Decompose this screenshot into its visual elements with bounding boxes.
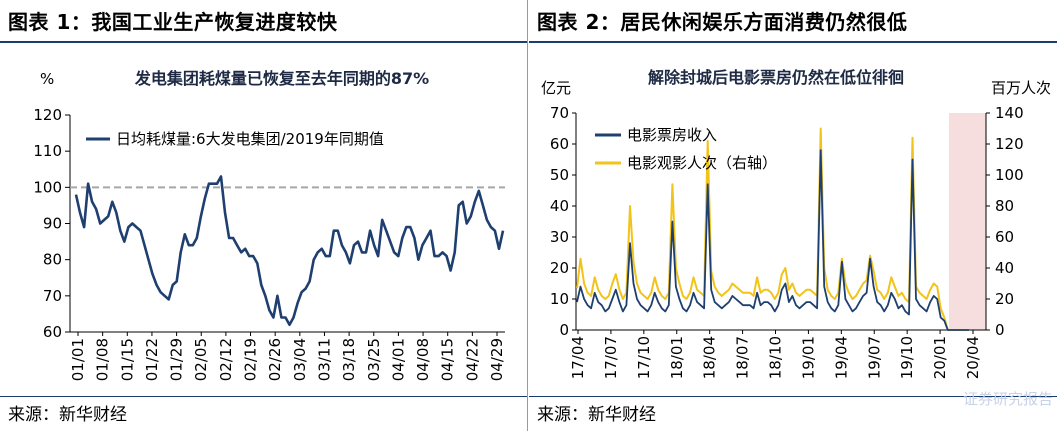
y-tick-label: 100 [33, 178, 62, 196]
left-y-tick-label: 10 [550, 290, 569, 308]
x-tick-label: 18/04 [701, 336, 719, 379]
x-tick-label: 04/22 [463, 338, 481, 381]
figure-title-1: 图表 1：我国工业生产恢复进度较快 [8, 10, 338, 34]
x-tick-label: 02/05 [192, 338, 210, 381]
source-2: 来源：新华财经 [537, 405, 656, 425]
x-tick-label: 03/11 [315, 338, 333, 381]
x-tick-label: 04/01 [389, 338, 407, 381]
title-rule-1 [0, 41, 527, 43]
x-tick-label: 18/10 [767, 336, 785, 379]
right-y-tick-label: 140 [995, 104, 1024, 122]
x-tick-label: 19/01 [799, 336, 817, 379]
series-line-coal-consumption [74, 175, 505, 327]
legend-label-coal: 日均耗煤量:6大发电集团/2019年同期值 [116, 130, 384, 148]
left-y-tick-label: 20 [550, 259, 569, 277]
left-y-tick-label: 30 [550, 228, 569, 246]
chart-2-title: 解除封城后电影票房仍然在低位徘徊 [648, 68, 904, 87]
x-tick-label: 18/01 [668, 336, 686, 379]
x-tick-label: 01/08 [94, 338, 112, 381]
x-tick-label: 17/07 [602, 336, 620, 379]
left-y-tick-label: 60 [550, 135, 569, 153]
legend-label-attendance: 电影观影人次（右轴） [627, 154, 777, 172]
x-tick-label: 03/18 [340, 338, 358, 381]
right-axis-unit: 百万人次 [991, 79, 1051, 97]
x-tick-label: 17/04 [569, 336, 587, 379]
figure-panel-2: 图表 2：居民休闲娱乐方面消费仍然很低 解除封城后电影票房仍然在低位徘徊亿元 百万… [529, 0, 1057, 431]
x-tick-label: 17/10 [635, 336, 653, 379]
x-tick-label: 20/01 [931, 336, 949, 379]
right-y-tick-label: 100 [995, 166, 1024, 184]
legend-label-box-office: 电影票房收入 [627, 126, 717, 144]
y-tick-label: 60 [43, 323, 62, 341]
left-y-tick-label: 40 [550, 197, 569, 215]
source-rule-2 [529, 396, 1057, 397]
x-tick-label: 03/04 [291, 338, 309, 381]
right-y-tick-label: 60 [995, 228, 1014, 246]
panel-separator [527, 0, 528, 431]
watermark: 证券研究报告 [962, 390, 1053, 408]
source-rule-1 [0, 396, 527, 397]
y-tick-label: 120 [33, 106, 62, 124]
left-axis-unit: 亿元 [541, 79, 571, 97]
y-tick-label: 70 [43, 287, 62, 305]
x-tick-label: 03/25 [365, 338, 383, 381]
chart-1-svg: 发电集团耗煤量已恢复至去年同期的87%% 60 70 80 90 100 110 120 01/… [33, 69, 506, 381]
figure-panel-1: 图表 1：我国工业生产恢复进度较快 发电集团耗煤量已恢复至去年同期的87%% 60… [0, 0, 527, 431]
title-rule-2 [529, 41, 1057, 43]
x-tick-label: 01/29 [168, 338, 186, 381]
x-tick-label: 01/22 [143, 338, 161, 381]
x-tick-label: 19/04 [832, 336, 850, 379]
chart-1-title: 发电集团耗煤量已恢复至去年同期的87% [134, 69, 429, 88]
y-tick-label: 110 [33, 142, 62, 160]
x-tick-label: 20/04 [964, 336, 982, 379]
right-y-tick-label: 0 [995, 321, 1005, 339]
figure-title-2: 图表 2：居民休闲娱乐方面消费仍然很低 [537, 10, 908, 34]
x-tick-label: 04/08 [414, 338, 432, 381]
left-y-tick-label: 70 [550, 104, 569, 122]
right-y-tick-label: 20 [995, 290, 1014, 308]
right-y-tick-label: 40 [995, 259, 1014, 277]
source-1: 来源：新华财经 [8, 405, 127, 425]
series-line-attendance [576, 127, 969, 331]
x-tick-label: 01/15 [118, 338, 136, 381]
shaded-lockdown-region [949, 113, 986, 330]
x-tick-label: 02/26 [266, 338, 284, 381]
y-tick-label: 90 [43, 215, 62, 233]
x-tick-label: 01/01 [69, 338, 87, 381]
left-y-tick-label: 0 [559, 321, 569, 339]
series-line-box-office [576, 149, 969, 331]
x-tick-label: 02/12 [217, 338, 235, 381]
right-y-tick-label: 120 [995, 135, 1024, 153]
x-tick-label: 04/15 [439, 338, 457, 381]
x-tick-label: 19/07 [865, 336, 883, 379]
x-tick-label: 19/10 [898, 336, 916, 379]
right-y-tick-label: 80 [995, 197, 1014, 215]
y-tick-label: 80 [43, 251, 62, 269]
x-tick-label: 02/19 [242, 338, 260, 381]
x-tick-label: 18/07 [734, 336, 752, 379]
left-y-tick-label: 50 [550, 166, 569, 184]
y-axis-unit: % [40, 70, 54, 88]
x-tick-label: 04/29 [488, 338, 506, 381]
